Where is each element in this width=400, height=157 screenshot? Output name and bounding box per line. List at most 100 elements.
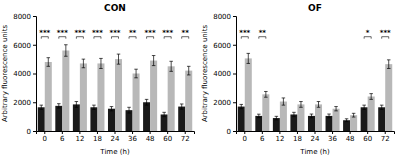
error-bar [127, 107, 131, 113]
tick-label: 72 [381, 135, 390, 143]
bar [238, 107, 245, 131]
tick-mark [62, 131, 63, 134]
bar [385, 64, 392, 131]
error-bar [310, 114, 314, 118]
error-bar [152, 56, 156, 66]
bar [90, 107, 97, 131]
error-bar [247, 53, 251, 63]
title: OF [308, 3, 322, 13]
error-bar [82, 59, 86, 68]
error-bar [47, 58, 51, 67]
error-bar [369, 94, 373, 100]
bar [315, 104, 322, 131]
bar-series [245, 58, 392, 131]
tick-label: 6000 [13, 41, 31, 49]
bar [350, 115, 357, 131]
title: CON [104, 3, 126, 13]
tick-label: 2000 [13, 99, 31, 107]
bar [178, 107, 185, 131]
error-bar [257, 114, 261, 117]
tick: 0 [43, 131, 47, 143]
tick: 72 [181, 131, 190, 143]
sig-label: *** [39, 29, 50, 37]
plot-area [238, 53, 392, 131]
tick: 0 [243, 131, 247, 143]
y-label: Arbitrary fluorescence units [201, 25, 209, 123]
error-bar [380, 105, 384, 109]
tick-mark [233, 74, 236, 75]
tick: 8000 [213, 13, 236, 21]
error-bar [180, 104, 184, 109]
annotations: ********* [239, 29, 391, 39]
tick-mark [297, 131, 298, 134]
tick-label: 24 [311, 135, 320, 143]
tick: 48 [146, 131, 155, 143]
bar [45, 62, 52, 131]
tick-mark [233, 16, 236, 17]
error-bar [292, 112, 296, 116]
tick-label: 6000 [213, 41, 231, 49]
tick-label: 72 [181, 135, 190, 143]
tick-mark [33, 74, 36, 75]
tick: 2000 [213, 99, 236, 107]
tick: 6000 [213, 41, 236, 49]
error-bar [92, 105, 96, 109]
bar [97, 63, 104, 131]
bar [361, 107, 368, 131]
tick: 0 [227, 128, 236, 136]
sig-label: *** [92, 29, 103, 37]
tick: 4000 [13, 70, 36, 78]
error-bars [40, 99, 184, 116]
tick-mark [315, 131, 316, 134]
error-bars [247, 53, 391, 117]
tick-label: 0 [243, 135, 247, 143]
error-bar [187, 66, 191, 75]
error-bar [317, 102, 321, 108]
bar [308, 116, 315, 131]
sig-label: *** [110, 29, 121, 37]
tick-mark [97, 131, 98, 134]
tick-mark [167, 131, 168, 134]
tick-label: 0 [43, 135, 47, 143]
sig-label: ** [182, 29, 190, 37]
bar [150, 61, 157, 131]
tick-label: 18 [293, 135, 302, 143]
bar-series [45, 51, 192, 132]
error-bar [264, 91, 268, 97]
tick-label: 12 [275, 135, 284, 143]
tick: 36 [328, 131, 337, 143]
annotations: ************************* [39, 29, 189, 39]
bar [62, 51, 69, 132]
error-bar [240, 104, 244, 108]
sig-label: *** [239, 29, 250, 37]
x-axis: 0612182436486072 [237, 131, 395, 143]
tick: 0 [27, 128, 36, 136]
tick-mark [33, 102, 36, 103]
figure: 020004000600080000612182436486072*******… [0, 0, 400, 157]
axis-line [237, 132, 395, 135]
tick: 60 [163, 131, 172, 143]
tick-mark [233, 102, 236, 103]
tick-mark [244, 131, 245, 134]
tick-mark [33, 131, 36, 132]
tick-mark [44, 131, 45, 134]
tick: 36 [128, 131, 137, 143]
tick-label: 6 [260, 135, 265, 143]
error-bar [169, 61, 173, 71]
bar [262, 94, 269, 131]
tick-label: 12 [75, 135, 84, 143]
error-bars [47, 45, 191, 78]
bar [326, 116, 333, 131]
tick-label: 36 [128, 135, 137, 143]
bar [108, 109, 115, 131]
sig-label: *** [380, 29, 391, 37]
sig-label: *** [74, 29, 85, 37]
tick: 2000 [13, 99, 36, 107]
bar [80, 63, 87, 131]
tick-mark [233, 131, 236, 132]
tick-label: 6 [60, 135, 65, 143]
tick: 6000 [13, 41, 36, 49]
tick-label: 60 [163, 135, 172, 143]
y-axis: 02000400060008000 [213, 13, 236, 136]
error-bar [162, 112, 166, 116]
